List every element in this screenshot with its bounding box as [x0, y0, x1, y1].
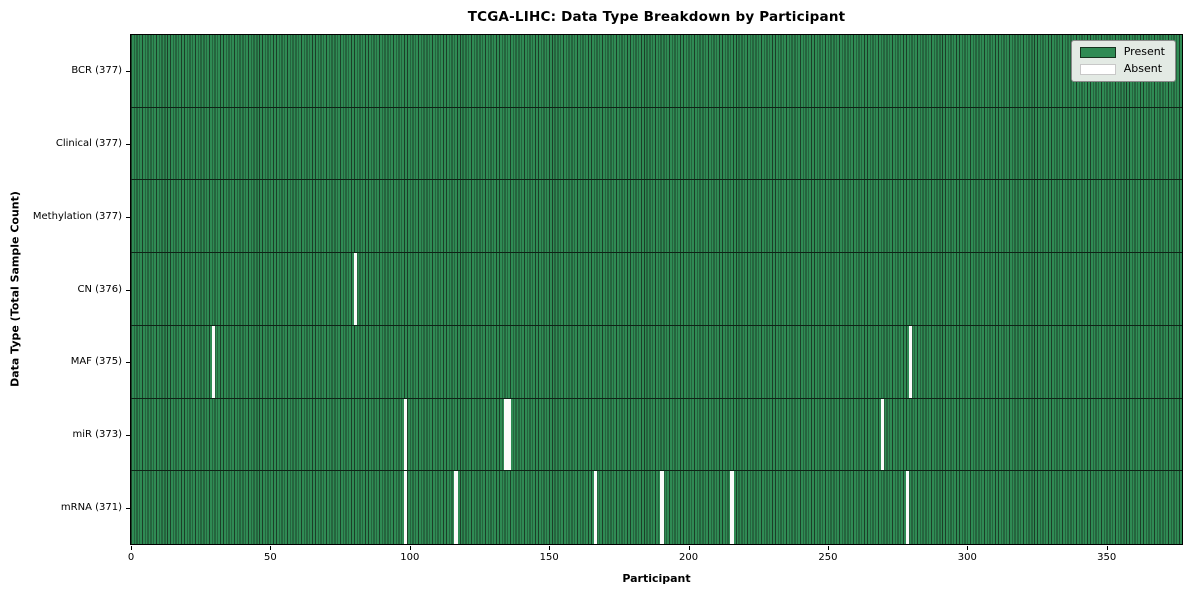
absent-gap-MAF-279	[908, 325, 912, 398]
x-tick-mark	[131, 546, 132, 550]
x-tick-mark	[549, 546, 551, 550]
y-tick-label-BCR: BCR (377)	[71, 65, 122, 77]
plot-area: Present Absent	[130, 34, 1183, 545]
heatmap-row-Methylation	[131, 180, 1182, 254]
y-tick-mark	[126, 289, 130, 291]
absent-gap-miR-135	[507, 398, 511, 471]
absent-gap-mRNA-166	[593, 471, 597, 544]
heatmap-rows	[131, 35, 1182, 544]
heatmap-row-miR	[131, 398, 1182, 472]
legend-absent-label: Absent	[1123, 62, 1163, 75]
y-tick-mark	[126, 144, 130, 146]
absent-gap-CN-80	[353, 253, 358, 325]
y-tick-label-MAF: MAF (375)	[70, 356, 122, 368]
x-tick-label-150: 150	[539, 552, 559, 563]
absent-gap-mRNA-215	[730, 471, 734, 544]
x-tick-mark	[967, 546, 969, 550]
absent-gap-mRNA-190	[660, 471, 664, 544]
x-tick-label-50: 50	[264, 552, 277, 563]
x-tick-label-200: 200	[679, 552, 699, 563]
y-tick-label-CN: CN (376)	[77, 283, 122, 295]
heatmap-row-MAF	[131, 325, 1182, 399]
legend-item-present: Present	[1079, 45, 1165, 58]
x-tick-label-350: 350	[1097, 552, 1117, 563]
x-tick-label-250: 250	[818, 552, 838, 563]
y-axis-label: Data Type (Total Sample Count)	[8, 191, 22, 387]
y-tick-label-Clinical: Clinical (377)	[55, 138, 122, 150]
x-tick-mark	[1106, 546, 1108, 550]
y-tick-mark	[126, 71, 130, 73]
heatmap-row-Clinical	[131, 107, 1182, 181]
legend-present-swatch	[1079, 46, 1116, 58]
x-tick-label-100: 100	[400, 552, 420, 563]
heatmap-row-CN	[131, 253, 1182, 326]
y-tick-mark	[126, 507, 130, 509]
chart-title: TCGA-LIHC: Data Type Breakdown by Partic…	[467, 9, 846, 25]
absent-gap-MAF-29	[211, 325, 216, 398]
legend-present-label: Present	[1123, 45, 1165, 58]
y-tick-label-mRNA: mRNA (371)	[60, 501, 122, 513]
y-tick-mark	[126, 434, 130, 436]
absent-gap-miR-269	[880, 398, 885, 471]
x-tick-mark	[827, 546, 829, 550]
x-axis-label: Participant	[622, 572, 691, 585]
legend: Present Absent	[1070, 40, 1176, 82]
absent-gap-mRNA-116	[454, 471, 458, 544]
x-tick-mark	[688, 546, 690, 550]
y-tick-label-miR: miR (373)	[72, 428, 122, 440]
x-tick-label-300: 300	[957, 552, 977, 563]
heatmap-row-BCR	[131, 35, 1182, 108]
absent-gap-miR-98	[404, 398, 408, 471]
y-tick-mark	[126, 216, 130, 218]
y-tick-label-Methylation: Methylation (377)	[32, 210, 122, 222]
heatmap-row-mRNA	[131, 471, 1182, 544]
absent-gap-miR-134	[504, 398, 508, 471]
x-tick-mark	[270, 546, 272, 550]
y-tick-mark	[126, 362, 130, 364]
absent-gap-mRNA-98	[404, 471, 408, 544]
legend-item-absent: Absent	[1079, 62, 1165, 75]
legend-absent-swatch	[1079, 63, 1116, 75]
x-tick-mark	[409, 546, 411, 550]
absent-gap-mRNA-278	[905, 471, 910, 544]
x-tick-label-0: 0	[127, 552, 135, 563]
